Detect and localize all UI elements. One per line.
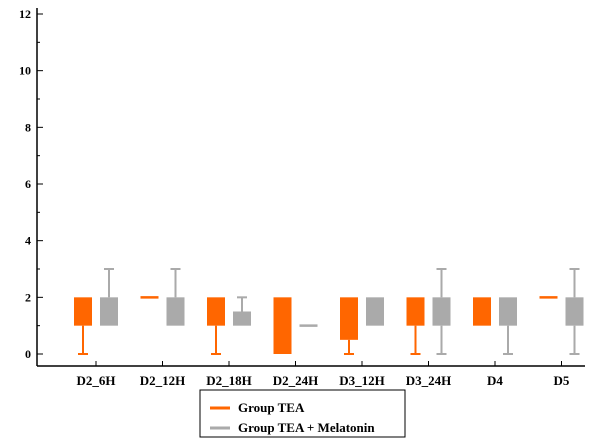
y-tick-label: 12 (19, 7, 31, 21)
y-tick-label: 2 (25, 290, 31, 304)
box-group-tea-melatonin (233, 296, 251, 326)
y-tick-label: 0 (25, 347, 31, 361)
category-label: D2_24H (273, 373, 319, 388)
box-group-tea (406, 297, 425, 355)
box-body (233, 311, 251, 326)
box-body (432, 297, 451, 326)
y-tick-label: 8 (25, 120, 31, 134)
box-group-tea (340, 297, 358, 355)
legend-label-group-tea: Group TEA (238, 400, 305, 415)
box-body (406, 297, 425, 326)
box-series (74, 268, 584, 355)
box-body (74, 297, 92, 326)
box-body (499, 297, 517, 326)
box-group-tea-melatonin (366, 297, 384, 326)
legend-label-group-tea-melatonin: Group TEA + Melatonin (238, 420, 375, 435)
box-group-tea (74, 297, 92, 355)
legend: Group TEA Group TEA + Melatonin (199, 389, 406, 438)
box-group-tea (273, 297, 292, 354)
category-label: D2_6H (77, 373, 116, 388)
box-group-tea-melatonin (432, 268, 451, 355)
box-group-tea (473, 297, 491, 326)
box-body (340, 297, 358, 340)
y-tick-label: 6 (25, 177, 31, 191)
y-tick-label: 4 (25, 234, 31, 248)
box-group-tea-melatonin (100, 268, 118, 326)
box-body (166, 297, 185, 326)
category-label: D2_18H (206, 373, 252, 388)
y-tick-label: 10 (19, 64, 31, 78)
box-body (565, 297, 584, 326)
box-group-tea-melatonin (499, 297, 517, 355)
category-label: D2_12H (140, 373, 186, 388)
box-body (207, 297, 225, 326)
category-labels: D2_6H D2_12H D2_18H D2_24H D3_12H D3_24H D4 D5 (77, 361, 570, 388)
category-label: D3_12H (339, 373, 385, 388)
box-body (366, 297, 384, 326)
category-label: D4 (487, 373, 503, 388)
axes (36, 8, 585, 367)
box-body (273, 297, 292, 354)
box-body (100, 297, 118, 326)
box-group-tea-melatonin (565, 268, 584, 355)
y-axis-ticks: 0 2 4 6 8 10 12 (19, 7, 43, 361)
box-group-tea (207, 297, 225, 355)
category-label: D3_24H (406, 373, 452, 388)
box-group-tea-melatonin (166, 268, 185, 326)
category-label: D5 (554, 373, 570, 388)
legend-frame (199, 389, 406, 438)
box-body (473, 297, 491, 326)
